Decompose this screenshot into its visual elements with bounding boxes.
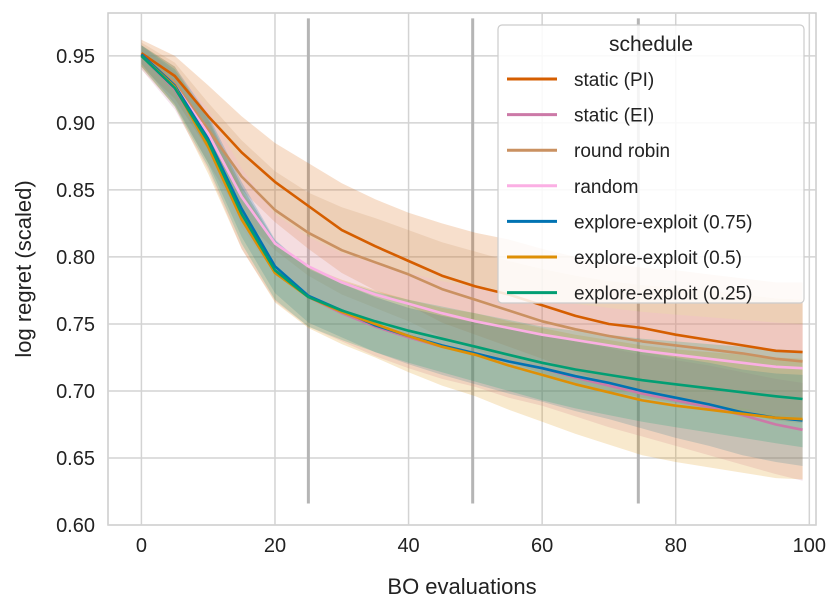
y-tick-label: 0.70 <box>56 381 95 403</box>
legend-entry-label: random <box>574 177 638 198</box>
legend: schedule static (PI) static (EI) round rob… <box>497 24 805 305</box>
y-tick-label: 0.85 <box>56 180 95 202</box>
series-line <box>140 52 803 354</box>
y-tick-label: 0.95 <box>56 46 95 68</box>
legend-entry-label: static (PI) <box>574 70 654 91</box>
series-line <box>140 54 803 363</box>
series-line <box>140 54 803 421</box>
x-tick-labels: 0 20 40 60 80 100 <box>136 535 826 557</box>
grid <box>108 13 816 526</box>
confidence-band <box>141 45 803 481</box>
y-tick-label: 0.75 <box>56 314 95 336</box>
legend-entry-label: round robin <box>574 141 670 162</box>
series-line <box>140 54 803 401</box>
x-axis-title: BO evaluations <box>387 574 536 599</box>
y-tick-label: 0.60 <box>56 515 95 537</box>
x-tick-label: 0 <box>136 535 147 557</box>
series-lines <box>140 52 803 432</box>
x-tick-label: 80 <box>665 535 687 557</box>
x-tick-label: 20 <box>264 535 286 557</box>
legend-entry-label: explore-exploit (0.5) <box>574 248 742 269</box>
x-tick-label: 100 <box>793 535 826 557</box>
confidence-band <box>141 45 803 480</box>
y-tick-label: 0.80 <box>56 247 95 269</box>
series-line <box>140 54 803 370</box>
legend-entry-label: explore-exploit (0.25) <box>574 284 752 305</box>
confidence-band <box>141 45 803 417</box>
legend-title: schedule <box>609 33 693 56</box>
y-tick-label: 0.65 <box>56 448 95 470</box>
legend-entry-label: explore-exploit (0.75) <box>574 212 752 233</box>
y-axis-title: log regret (scaled) <box>11 180 36 357</box>
y-tick-label: 0.90 <box>56 113 95 135</box>
series-line <box>140 53 803 422</box>
legend-entry-label: static (EI) <box>574 106 654 127</box>
confidence-band <box>141 45 803 466</box>
confidence-band <box>141 45 803 448</box>
x-tick-label: 60 <box>531 535 553 557</box>
legend-box <box>497 24 805 304</box>
y-tick-labels: 0.60 0.65 0.70 0.75 0.80 0.85 0.90 0.95 <box>56 46 95 537</box>
x-tick-label: 40 <box>397 535 419 557</box>
